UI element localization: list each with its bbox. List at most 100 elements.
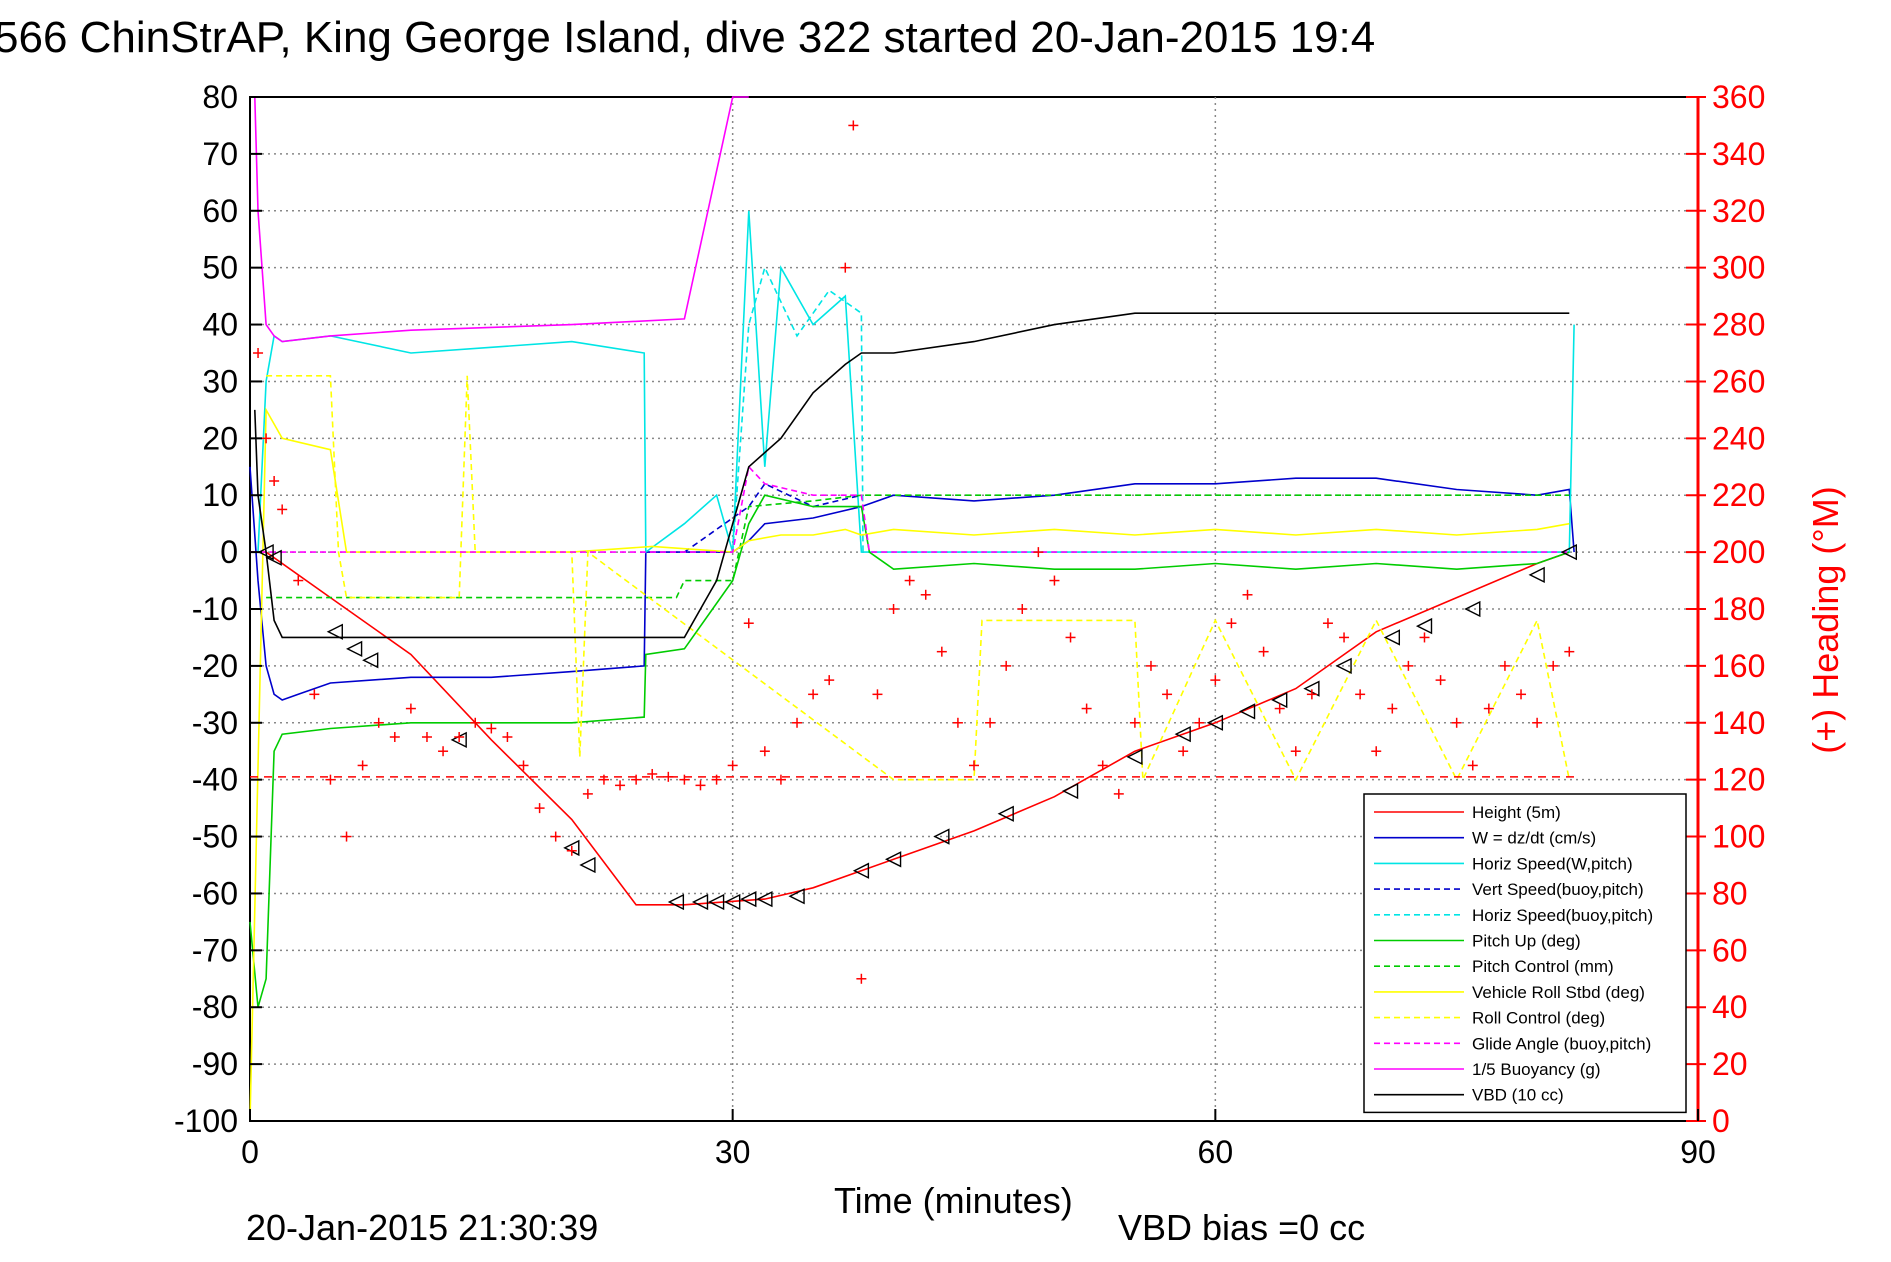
left-tick-label-15: -70 <box>192 932 238 968</box>
heading-point-77 <box>1451 717 1462 728</box>
heading-point-52 <box>1049 575 1060 586</box>
left-tick-label-6: 20 <box>202 420 238 456</box>
legend-label-10: 1/5 Buoyancy (g) <box>1472 1060 1601 1079</box>
left-tick-label-2: 60 <box>202 193 238 229</box>
left-tick-label-18: -100 <box>174 1103 238 1139</box>
heading-point-8 <box>357 760 368 771</box>
heading-point-1 <box>261 433 272 444</box>
legend-box <box>1363 793 1687 1114</box>
heading-point-51 <box>1033 547 1044 558</box>
series-line-11 <box>254 312 1570 639</box>
right-tick-label-10: 160 <box>1712 648 1765 684</box>
right-tick-label-17: 20 <box>1712 1046 1748 1082</box>
heading-point-42 <box>888 604 899 614</box>
heading-point-84 <box>1564 646 1575 657</box>
heading-point-83 <box>1548 660 1559 671</box>
heading-point-81 <box>1516 689 1527 700</box>
heading-point-28 <box>679 774 690 785</box>
legend-label-9: Glide Angle (buoy,pitch) <box>1472 1034 1651 1053</box>
heading-point-71 <box>1355 689 1366 700</box>
legend-label-3: Vert Speed(buoy,pitch) <box>1472 880 1644 899</box>
height-marker-16 <box>884 851 902 868</box>
right-tick-label-1: 340 <box>1712 136 1765 172</box>
heading-point-82 <box>1532 717 1543 728</box>
right-tick-label-11: 140 <box>1712 705 1765 741</box>
heading-point-16 <box>486 723 497 734</box>
heading-point-3 <box>277 504 288 515</box>
heading-point-20 <box>550 831 561 842</box>
left-tick-label-1: 70 <box>202 136 238 172</box>
height-marker-22 <box>1206 714 1224 731</box>
heading-point-13 <box>438 746 449 757</box>
legend-label-4: Horiz Speed(buoy,pitch) <box>1472 906 1653 925</box>
heading-point-0 <box>253 348 264 358</box>
left-tick-label-3: 50 <box>202 250 238 286</box>
chart-title: 566 ChinStrAP, King George Island, dive … <box>0 13 1375 62</box>
left-tick-label-11: -30 <box>192 705 238 741</box>
heading-point-48 <box>985 717 996 728</box>
legend-label-6: Pitch Control (mm) <box>1472 957 1614 976</box>
heading-point-7 <box>341 831 352 842</box>
height-marker-23 <box>1238 703 1256 720</box>
x-tick-label-1: 30 <box>715 1134 751 1170</box>
heading-point-78 <box>1467 760 1478 771</box>
legend-label-8: Roll Control (deg) <box>1472 1009 1605 1028</box>
heading-point-18 <box>518 760 529 771</box>
right-tick-label-18: 0 <box>1712 1103 1730 1139</box>
heading-point-64 <box>1242 589 1253 600</box>
x-tick-label-2: 60 <box>1198 1134 1234 1170</box>
height-marker-9 <box>691 893 709 911</box>
height-marker-20 <box>1126 748 1143 766</box>
heading-point-49 <box>1001 660 1012 671</box>
legend-label-2: Horiz Speed(W,pitch) <box>1472 854 1633 873</box>
legend-label-1: W = dz/dt (cm/s) <box>1472 829 1596 848</box>
right-axis-label: (+) Heading (°M) <box>1805 486 1846 753</box>
height-marker-26 <box>1335 657 1352 675</box>
right-tick-label-2: 320 <box>1712 193 1765 229</box>
heading-point-32 <box>743 618 754 629</box>
series-line-10 <box>254 96 749 343</box>
heading-point-53 <box>1065 632 1076 643</box>
heading-point-76 <box>1435 675 1446 686</box>
heading-point-38 <box>840 262 851 273</box>
heading-point-70 <box>1339 632 1350 643</box>
heading-point-21 <box>566 845 577 856</box>
heading-point-67 <box>1290 746 1301 757</box>
x-axis-label: Time (minutes) <box>834 1180 1073 1221</box>
heading-point-46 <box>952 717 963 728</box>
heading-point-43 <box>904 575 915 586</box>
heading-point-65 <box>1258 646 1269 657</box>
series-line-6 <box>266 494 1570 599</box>
heading-point-73 <box>1387 703 1398 714</box>
right-tick-label-4: 280 <box>1712 307 1765 343</box>
right-tick-label-13: 100 <box>1712 819 1765 855</box>
right-tick-label-12: 120 <box>1712 762 1765 798</box>
left-tick-label-16: -80 <box>192 989 238 1025</box>
heading-point-57 <box>1129 717 1140 728</box>
heading-point-26 <box>647 768 658 779</box>
height-marker-11 <box>724 893 741 911</box>
right-tick-label-3: 300 <box>1712 250 1765 286</box>
right-axis-ticks: 3603403203002802602402202001801601401201… <box>1686 79 1765 1139</box>
legend-label-5: Pitch Up (deg) <box>1472 932 1581 951</box>
heading-point-72 <box>1371 746 1382 757</box>
right-tick-label-6: 240 <box>1712 420 1765 456</box>
height-marker-29 <box>1464 600 1481 618</box>
heading-point-36 <box>808 689 819 700</box>
heading-point-68 <box>1306 689 1317 700</box>
heading-point-33 <box>759 746 770 757</box>
heading-point-19 <box>534 803 545 814</box>
left-tick-label-13: -50 <box>192 819 238 855</box>
heading-point-6 <box>325 774 336 785</box>
height-marker-8 <box>667 893 685 911</box>
heading-point-27 <box>663 771 674 782</box>
height-marker-3 <box>346 640 363 657</box>
right-tick-label-5: 260 <box>1712 363 1765 399</box>
heading-layer <box>250 120 1578 984</box>
heading-point-69 <box>1322 618 1333 629</box>
series-line-0 <box>250 551 1570 906</box>
left-axis-ticks: 80 70 60 50 40 30 20 10 0 -10 -20 -30 -40 -50 -60 -70 -8… <box>174 79 262 1139</box>
height-marker-2 <box>326 623 343 640</box>
x-tick-label-0: 0 <box>241 1134 259 1170</box>
left-tick-label-10: -20 <box>192 648 238 684</box>
